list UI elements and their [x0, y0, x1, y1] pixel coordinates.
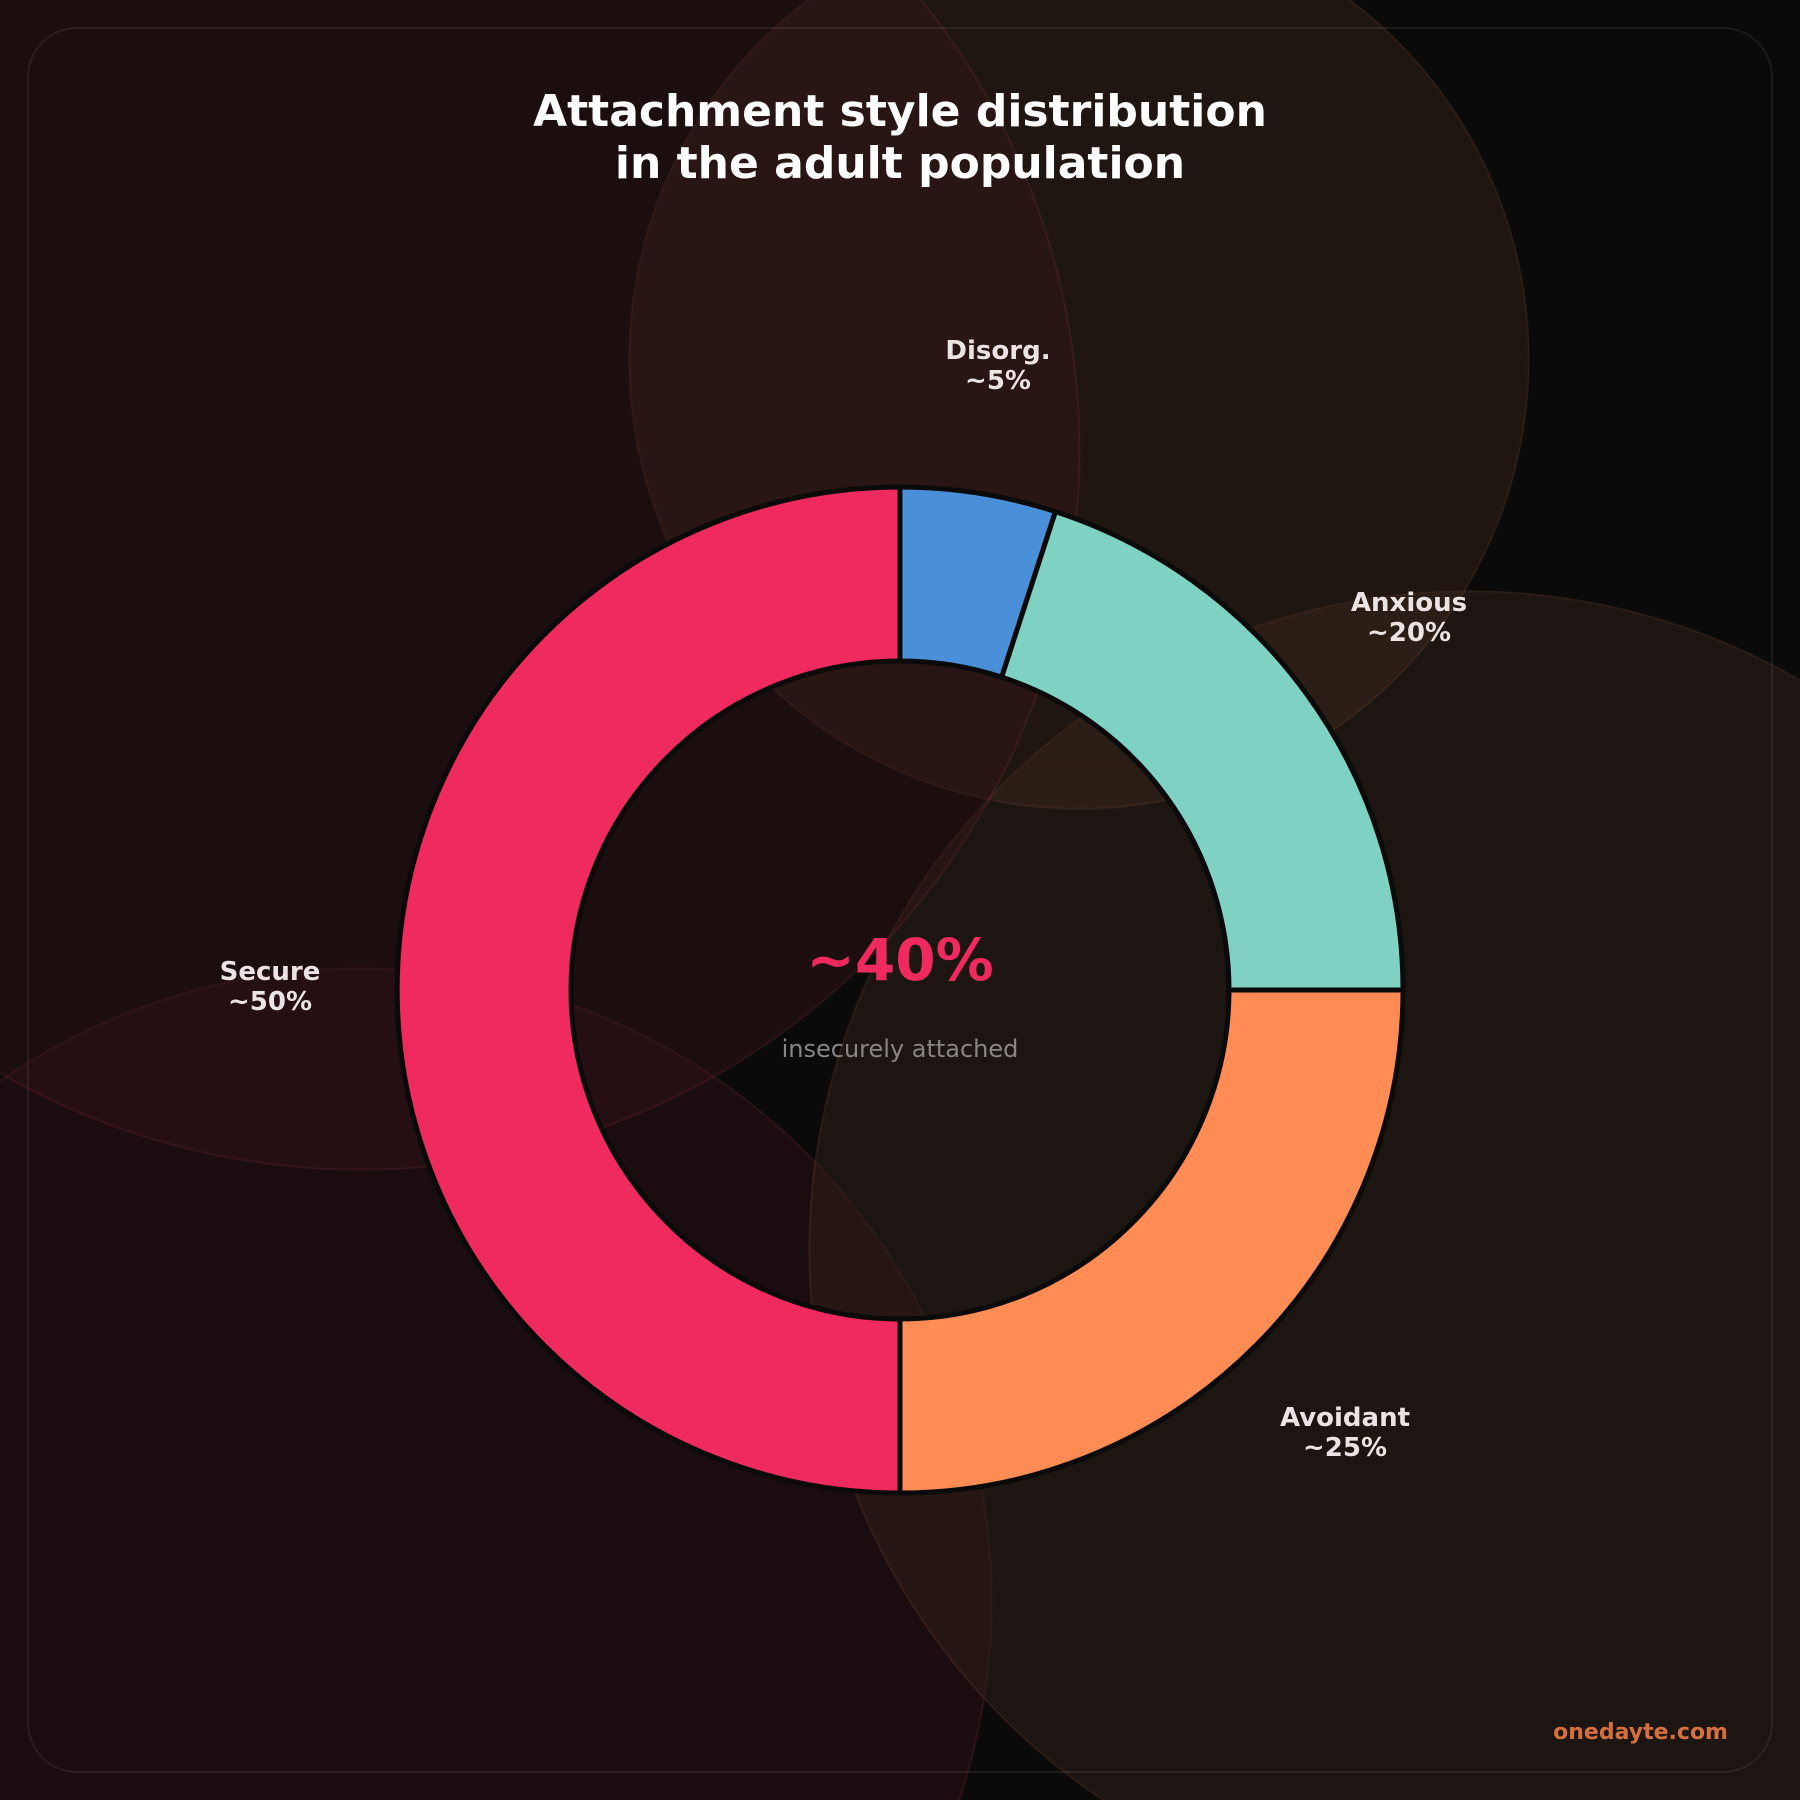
label-name: Avoidant — [1279, 1403, 1411, 1433]
donut-slice-avoidant — [897, 987, 1406, 1496]
watermark: onedayte.com — [1553, 1720, 1728, 1745]
label-name: Secure — [219, 957, 321, 987]
slice-label-secure: Secure ~50% — [220, 957, 321, 1017]
chart-title: Attachment style distribution in the adu… — [0, 86, 1800, 190]
slice-label-disorg: Disorg. ~5% — [945, 336, 1050, 396]
label-name: Disorg. — [945, 336, 1051, 366]
label-value: ~25% — [1302, 1433, 1388, 1463]
label-value: ~20% — [1366, 618, 1452, 648]
label-value: ~5% — [965, 366, 1031, 396]
center-caption: insecurely attached — [781, 1035, 1019, 1063]
slice-label-anxious: Anxious ~20% — [1351, 588, 1467, 648]
label-value: ~50% — [227, 987, 313, 1017]
donut-slice-secure — [394, 484, 903, 1496]
donut-slice-anxious — [999, 509, 1406, 993]
title-line-2: in the adult population — [614, 138, 1186, 189]
slice-label-avoidant: Avoidant ~25% — [1280, 1403, 1410, 1463]
center-value: ~40% — [806, 926, 994, 994]
card-frame — [27, 27, 1773, 1773]
title-line-1: Attachment style distribution — [533, 86, 1267, 137]
label-name: Anxious — [1350, 588, 1468, 618]
